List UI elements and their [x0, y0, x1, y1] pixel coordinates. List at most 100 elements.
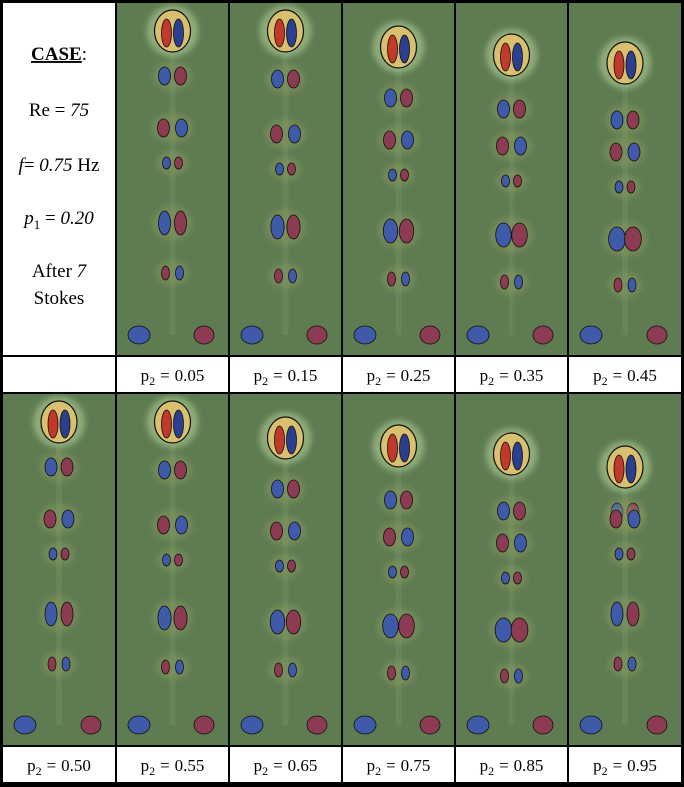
vortex — [175, 118, 188, 138]
vortex — [501, 174, 510, 188]
flow-panel — [569, 3, 681, 355]
vortex — [44, 601, 58, 627]
label-relation: = — [386, 756, 396, 775]
vortex-halo — [381, 266, 416, 292]
label-relation: = — [613, 756, 623, 775]
label-relation: = — [499, 756, 509, 775]
wake — [395, 446, 402, 725]
vortex-halo — [608, 272, 642, 298]
body — [173, 18, 184, 48]
strokes: After 7 — [32, 261, 88, 282]
case-cell — [3, 3, 115, 355]
vortex — [175, 659, 184, 675]
vortex — [610, 601, 624, 627]
frequency: f= 0.75 Hz — [19, 155, 100, 176]
vortex — [288, 521, 301, 541]
vortex — [514, 274, 523, 290]
vortex — [80, 715, 102, 735]
vortex — [626, 601, 640, 627]
vortex-halo — [494, 269, 529, 295]
vortex — [400, 88, 413, 108]
wake — [169, 422, 176, 725]
panel-label: p2 = 0.05 — [141, 366, 205, 388]
label-subscript: 2 — [149, 374, 155, 388]
vortex — [513, 99, 526, 119]
vortex — [287, 162, 296, 176]
body — [492, 33, 531, 77]
label-subscript: 2 — [488, 374, 494, 388]
vortex — [609, 509, 623, 529]
vortex — [157, 118, 170, 138]
label-cell — [3, 747, 115, 782]
vortex — [532, 715, 554, 735]
empty-cell — [3, 357, 115, 392]
vortex — [419, 715, 441, 735]
wake — [395, 47, 402, 335]
vortex — [240, 325, 264, 345]
vortex — [419, 325, 441, 345]
vortex — [387, 665, 396, 681]
vortex — [532, 325, 554, 345]
label-symbol: p — [141, 756, 150, 775]
body — [500, 42, 511, 72]
vortex — [60, 547, 70, 561]
vortex — [287, 69, 300, 89]
label-cell — [456, 357, 567, 392]
label-subscript: 2 — [488, 764, 494, 778]
label-value: 0.65 — [288, 756, 318, 775]
label-relation: = — [386, 366, 396, 385]
vortex — [271, 69, 284, 89]
vortex — [388, 168, 397, 182]
vortex — [626, 110, 640, 130]
label-value: 0.95 — [627, 756, 657, 775]
vortex — [174, 66, 187, 86]
vortex — [646, 325, 668, 345]
vortex — [269, 609, 286, 635]
vortex — [43, 509, 57, 529]
vortex — [384, 490, 397, 510]
vortex-halo — [609, 175, 641, 199]
wake — [508, 55, 515, 335]
flow-panel — [230, 3, 341, 355]
label-cell — [117, 357, 228, 392]
vortex — [466, 715, 490, 735]
vortex — [175, 265, 184, 281]
vortex — [500, 668, 509, 684]
label-subscript: 2 — [375, 764, 381, 778]
body — [613, 50, 625, 80]
vortex — [646, 715, 668, 735]
vortex — [610, 110, 624, 130]
vortex — [270, 521, 283, 541]
vortex — [270, 124, 283, 144]
vortex — [193, 325, 215, 345]
vortex — [496, 533, 509, 553]
body — [606, 445, 644, 489]
vortex — [162, 553, 171, 567]
vortex — [175, 515, 188, 535]
vortex — [627, 277, 637, 293]
label-value: 0.35 — [514, 366, 544, 385]
label-cell — [117, 747, 228, 782]
vortex — [173, 605, 188, 631]
vortex — [496, 136, 509, 156]
label-cell — [343, 357, 454, 392]
wake — [282, 438, 289, 725]
vortex — [400, 565, 409, 579]
case-title: CASE: — [31, 44, 87, 65]
vortex — [174, 460, 187, 480]
flow-panel — [569, 394, 681, 745]
vortex — [60, 601, 74, 627]
label-value: 0.50 — [61, 756, 91, 775]
vortex-halo — [381, 660, 416, 686]
vortex — [353, 715, 377, 735]
reynolds: Re = 75 — [29, 100, 89, 121]
body — [161, 18, 172, 48]
label-subscript: 2 — [602, 374, 608, 388]
label-cell — [456, 747, 567, 782]
vortex — [494, 617, 513, 643]
label-value: 0.55 — [175, 756, 205, 775]
vortex — [500, 274, 509, 290]
label-relation: = — [273, 366, 283, 385]
label-subscript: 2 — [36, 764, 42, 778]
label-value: 0.85 — [514, 756, 544, 775]
